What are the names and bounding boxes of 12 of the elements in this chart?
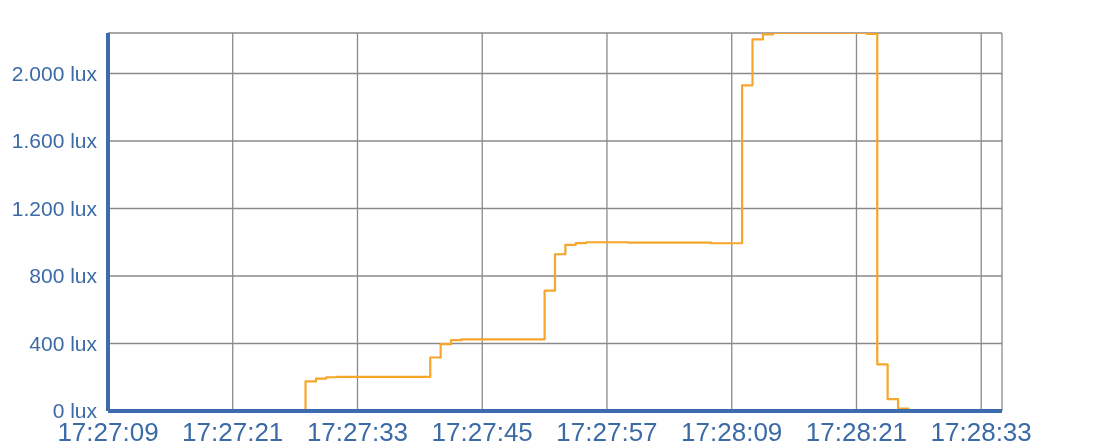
x-tick-label: 17:27:21 xyxy=(182,417,284,445)
x-tick-label: 17:28:21 xyxy=(805,417,908,445)
x-tick-label: 17:27:33 xyxy=(306,417,409,445)
y-tick-label: 1.200 lux xyxy=(11,196,98,220)
y-tick-label: 400 lux xyxy=(29,331,98,355)
x-tick-label: 17:28:09 xyxy=(681,417,783,445)
x-tick-label: 17:28:33 xyxy=(930,417,1032,445)
x-tick-label: 17:27:45 xyxy=(431,417,533,445)
y-tick-label: 1.600 lux xyxy=(11,129,98,153)
y-tick-label: 2.000 lux xyxy=(11,61,98,85)
x-tick-label: 17:27:57 xyxy=(556,417,658,445)
y-tick-label: 800 lux xyxy=(29,264,98,288)
